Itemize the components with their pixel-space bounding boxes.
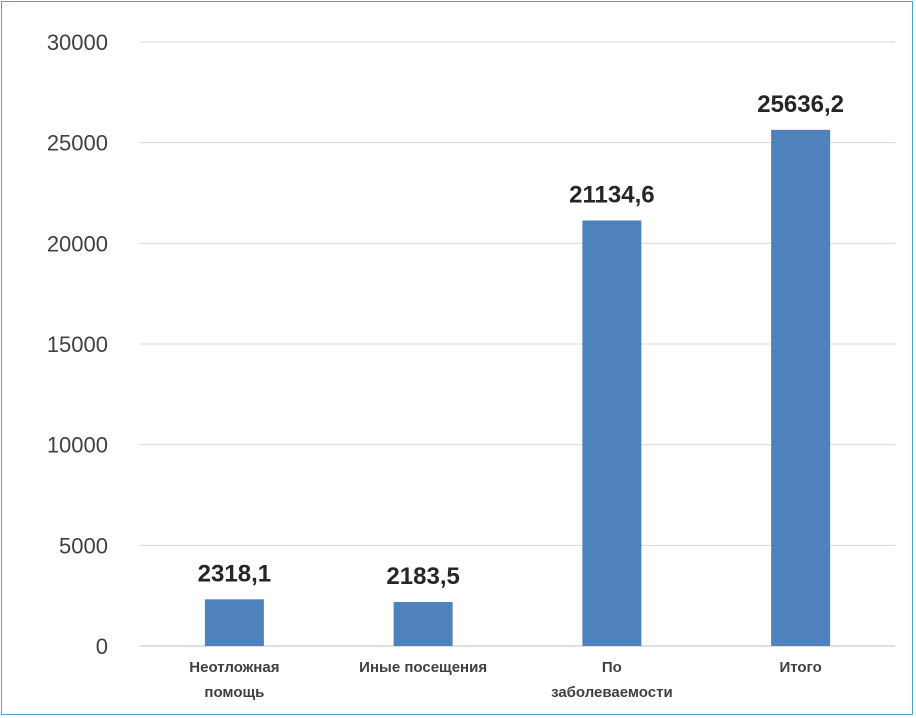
bar [204, 599, 264, 646]
data-label: 21134,6 [569, 181, 654, 208]
y-tick-label: 20000 [47, 231, 108, 256]
data-label: 25636,2 [757, 91, 844, 118]
data-label: 2318,1 [198, 560, 271, 587]
category-label-line: Итого [779, 659, 821, 676]
category-label-line: По [602, 659, 622, 676]
data-label: 2183,5 [386, 563, 459, 590]
category-label: Неотложная помощь [189, 659, 279, 701]
y-tick-label: 15000 [47, 332, 108, 357]
bar [771, 129, 831, 646]
category-label-line: помощь [204, 684, 264, 701]
bars [204, 129, 831, 646]
data-labels: 2318,1 2183,5 21134,6 25636,2 [198, 91, 844, 590]
y-tick-label: 10000 [47, 433, 108, 458]
bar [393, 602, 453, 646]
bar [582, 220, 642, 646]
category-label: Иные посещения [359, 659, 487, 676]
y-axis-ticks: 0 5000 10000 15000 20000 25000 30000 [47, 30, 108, 659]
category-label-line: заболеваемости [551, 684, 673, 701]
category-label: Итого [779, 659, 821, 676]
y-tick-label: 5000 [59, 533, 108, 558]
y-tick-label: 30000 [47, 30, 108, 55]
gridlines [140, 41, 895, 647]
category-label-line: Иные посещения [359, 659, 487, 676]
y-tick-label: 25000 [47, 131, 108, 156]
x-axis-categories: Неотложная помощь Иные посещения По заболева… [189, 659, 822, 701]
category-label-line: Неотложная [189, 659, 279, 676]
category-label: По заболеваемости [551, 659, 673, 701]
y-tick-label: 0 [96, 634, 108, 659]
